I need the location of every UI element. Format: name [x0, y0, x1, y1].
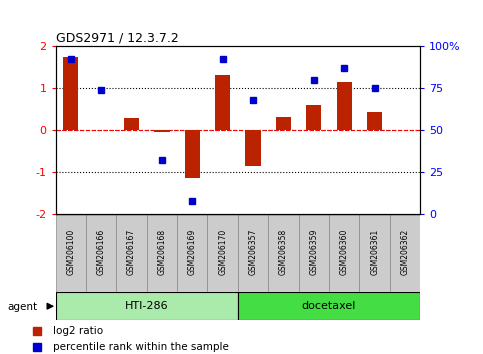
- Text: GSM206170: GSM206170: [218, 228, 227, 275]
- Text: GSM206362: GSM206362: [400, 228, 410, 275]
- Bar: [268, 214, 298, 292]
- Text: HTI-286: HTI-286: [125, 301, 169, 311]
- Bar: [208, 214, 238, 292]
- Bar: [56, 292, 238, 320]
- Text: log2 ratio: log2 ratio: [53, 326, 103, 336]
- Text: GSM206169: GSM206169: [188, 228, 197, 275]
- Bar: [154, 130, 170, 132]
- Bar: [86, 214, 116, 292]
- Text: percentile rank within the sample: percentile rank within the sample: [53, 342, 229, 352]
- Bar: [177, 214, 208, 292]
- Text: GSM206167: GSM206167: [127, 228, 136, 275]
- Bar: [238, 214, 268, 292]
- Bar: [359, 214, 390, 292]
- Text: GSM206357: GSM206357: [249, 228, 257, 275]
- Bar: [276, 118, 291, 130]
- Bar: [124, 118, 139, 130]
- Text: GSM206361: GSM206361: [370, 228, 379, 275]
- Bar: [56, 214, 86, 292]
- Bar: [116, 214, 147, 292]
- Bar: [367, 113, 382, 130]
- Bar: [337, 82, 352, 130]
- Bar: [215, 75, 230, 130]
- Bar: [63, 57, 78, 130]
- Text: GSM206359: GSM206359: [309, 228, 318, 275]
- Bar: [306, 105, 322, 130]
- Bar: [245, 130, 261, 166]
- Bar: [298, 214, 329, 292]
- Text: GSM206358: GSM206358: [279, 228, 288, 275]
- Text: GSM206100: GSM206100: [66, 228, 75, 275]
- Text: GSM206166: GSM206166: [97, 228, 106, 275]
- Text: agent: agent: [7, 302, 37, 312]
- Bar: [329, 214, 359, 292]
- Bar: [147, 214, 177, 292]
- Bar: [238, 292, 420, 320]
- Text: GSM206360: GSM206360: [340, 228, 349, 275]
- Bar: [390, 214, 420, 292]
- Text: GDS2971 / 12.3.7.2: GDS2971 / 12.3.7.2: [56, 32, 178, 45]
- Text: docetaxel: docetaxel: [302, 301, 356, 311]
- Text: GSM206168: GSM206168: [157, 228, 167, 275]
- Bar: [185, 130, 200, 178]
